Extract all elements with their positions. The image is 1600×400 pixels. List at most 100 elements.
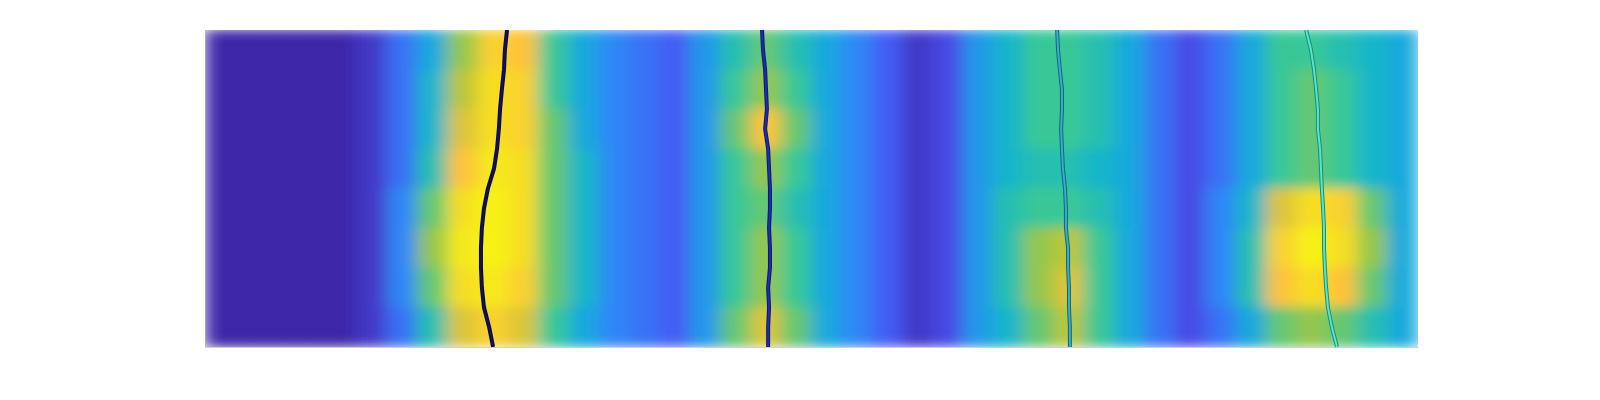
heat-cell [1175, 188, 1206, 229]
heat-cell [1387, 228, 1418, 269]
heat-cell [1205, 69, 1236, 110]
heat-cell [659, 267, 690, 308]
line [762, 30, 770, 347]
heat-cell [235, 30, 266, 70]
heat-cell [993, 148, 1024, 189]
heat-cell [1236, 228, 1267, 269]
heat-cell [993, 267, 1024, 308]
axis-line [205, 31, 206, 348]
heat-cell [295, 228, 326, 269]
heat-cell [1145, 307, 1176, 347]
heat-cell [1357, 109, 1388, 150]
heat-cell [1387, 188, 1418, 229]
heat-cell [932, 307, 963, 347]
heat-cell [690, 188, 721, 229]
heat-cell [781, 228, 812, 269]
heat-cell [932, 30, 963, 70]
heat-cell [720, 69, 751, 110]
heat-cell [508, 30, 539, 70]
heat-cell [963, 307, 994, 347]
heat-cell [1236, 188, 1267, 229]
heat-cell [1327, 30, 1358, 70]
line [481, 30, 507, 347]
heat-cell [1236, 109, 1267, 150]
heat-cell [599, 148, 630, 189]
heat-cell [993, 69, 1024, 110]
heat-cell [1175, 148, 1206, 189]
heat-cell [1357, 228, 1388, 269]
heat-cell [1145, 109, 1176, 150]
heat-cell [295, 148, 326, 189]
heat-cell [568, 267, 599, 308]
heat-cell [386, 69, 417, 110]
heat-cell [720, 188, 751, 229]
heat-cell [811, 267, 842, 308]
heat-cell [235, 188, 266, 229]
heat-cell [1175, 228, 1206, 269]
heat-cell [205, 188, 236, 229]
heat-cell [1175, 267, 1206, 308]
heat-cell [1327, 188, 1358, 229]
heat-cell [386, 228, 417, 269]
heat-cell [1145, 148, 1176, 189]
line-outline [1057, 30, 1070, 347]
heat-cell [629, 307, 660, 347]
heat-cell [1084, 148, 1115, 189]
heat-cell [1145, 267, 1176, 308]
heat-cell [690, 228, 721, 269]
heat-cell [447, 188, 478, 229]
heat-cell [1236, 30, 1267, 70]
heat-cell [326, 69, 357, 110]
heat-cell [599, 267, 630, 308]
heat-cell [265, 109, 296, 150]
heat-cell [417, 188, 448, 229]
heat-cell [447, 30, 478, 70]
heat-cell [1084, 30, 1115, 70]
heat-cell [902, 30, 933, 70]
heat-cell [417, 30, 448, 70]
heat-cell [720, 267, 751, 308]
plot-area [205, 30, 1419, 348]
heat-cell [568, 109, 599, 150]
heat-cell [326, 109, 357, 150]
heat-cell [659, 30, 690, 70]
heat-cell [750, 148, 781, 189]
heat-cell [1114, 307, 1145, 347]
heat-cell [538, 109, 569, 150]
heat-cell [963, 228, 994, 269]
heat-cell [295, 30, 326, 70]
heat-cell [386, 267, 417, 308]
heat-cell [1387, 307, 1418, 347]
heat-cell [1145, 30, 1176, 70]
heat-cell [235, 228, 266, 269]
heat-cell [1266, 228, 1297, 269]
heat-cell [993, 30, 1024, 70]
heat-cell [1296, 109, 1327, 150]
heat-cell [629, 267, 660, 308]
heat-cell [1114, 228, 1145, 269]
heat-cell [568, 148, 599, 189]
heat-cell [568, 188, 599, 229]
heat-cell [265, 267, 296, 308]
heat-cell [1266, 188, 1297, 229]
heat-cell [1266, 307, 1297, 347]
heat-cell [1114, 30, 1145, 70]
heat-cell [417, 109, 448, 150]
heat-cell [326, 228, 357, 269]
heat-cell [690, 267, 721, 308]
heat-cell [902, 307, 933, 347]
heat-cell [841, 30, 872, 70]
heat-cell [508, 148, 539, 189]
heat-cell [690, 69, 721, 110]
heat-cell [1357, 69, 1388, 110]
heat-cell [1357, 188, 1388, 229]
heat-cell [841, 109, 872, 150]
heat-cell [750, 188, 781, 229]
heat-cell [1175, 30, 1206, 70]
heat-cell [841, 188, 872, 229]
heat-cell [963, 188, 994, 229]
heat-cell [235, 307, 266, 347]
heat-cell [750, 267, 781, 308]
heat-cell [295, 109, 326, 150]
heat-cell [902, 228, 933, 269]
